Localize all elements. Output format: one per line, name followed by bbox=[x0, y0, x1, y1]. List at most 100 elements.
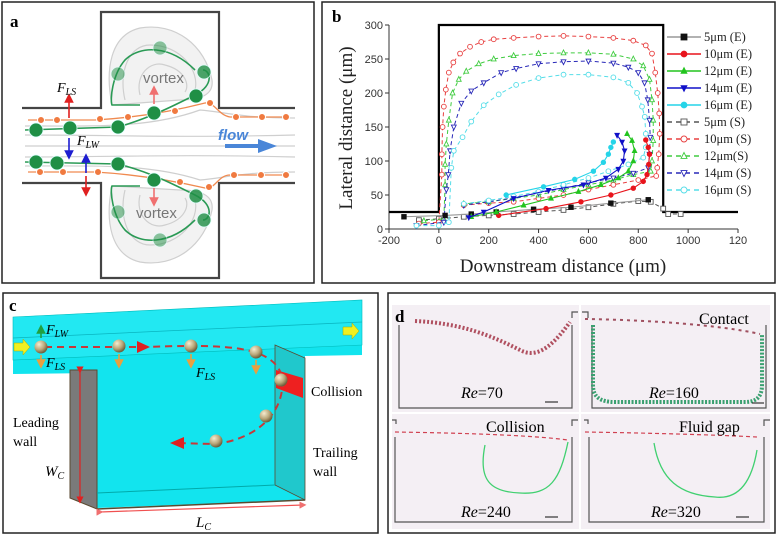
data-point bbox=[648, 95, 656, 103]
flow-arrow-icon bbox=[225, 139, 277, 153]
data-point bbox=[646, 75, 653, 82]
fluid-gap-label: Fluid gap bbox=[679, 419, 740, 436]
data-point bbox=[610, 175, 617, 182]
legend-item: 5μm (S) bbox=[667, 115, 745, 129]
y-axis-label: Lateral distance (μm) bbox=[336, 46, 357, 209]
collision-label-d: Collision bbox=[486, 419, 545, 436]
cavity-floor-edge bbox=[96, 484, 276, 494]
data-point bbox=[665, 211, 672, 217]
data-point bbox=[498, 70, 505, 77]
data-point bbox=[465, 215, 472, 222]
panel-b-frame bbox=[321, 1, 776, 284]
collision-label: Collision bbox=[311, 385, 362, 400]
series-16-m-e- bbox=[503, 139, 617, 198]
data-point bbox=[585, 204, 592, 211]
vortex-top-label: vortex bbox=[143, 70, 184, 87]
legend-label: 12μm (E) bbox=[704, 64, 752, 78]
data-point bbox=[450, 147, 457, 154]
data-point bbox=[401, 214, 407, 220]
data-point bbox=[442, 86, 449, 93]
channel-edge bbox=[12, 321, 363, 339]
panel-b: b -200 0 200 400 600 800 1000 12005010015020025… bbox=[321, 1, 776, 284]
data-point bbox=[468, 88, 475, 95]
chart-legend: 5μm (E) 10μm (E) 12μm (E) 14μm (E) 16μm (E) 5… bbox=[667, 30, 752, 197]
data-point bbox=[545, 187, 552, 194]
data-point bbox=[575, 187, 582, 194]
legend-marker bbox=[680, 118, 688, 126]
data-point bbox=[621, 148, 628, 155]
leading-wall-label-line1: Leading bbox=[13, 416, 59, 431]
data-point bbox=[600, 159, 607, 166]
data-point bbox=[513, 81, 519, 88]
data-point bbox=[652, 69, 659, 76]
data-point bbox=[650, 136, 657, 143]
legend-marker bbox=[680, 170, 688, 178]
series-16-m-s- bbox=[413, 71, 649, 229]
data-point bbox=[436, 222, 442, 229]
legend-item: 14μm (S) bbox=[667, 166, 751, 180]
data-point bbox=[478, 39, 485, 45]
data-point bbox=[610, 60, 617, 67]
data-point bbox=[490, 55, 497, 62]
panel-a-label: a bbox=[10, 12, 19, 31]
series-line bbox=[418, 35, 661, 225]
data-point bbox=[560, 48, 567, 56]
data-point bbox=[460, 213, 467, 220]
data-point bbox=[640, 61, 647, 69]
series-10-m-e- bbox=[495, 137, 653, 219]
data-point bbox=[441, 180, 449, 188]
data-point bbox=[650, 116, 657, 123]
contact-label: Contact bbox=[699, 311, 749, 328]
data-point bbox=[656, 110, 663, 117]
panel-a: a bbox=[1, 1, 315, 284]
legend-label: 16μm (E) bbox=[704, 98, 752, 112]
data-point bbox=[654, 90, 661, 96]
data-point bbox=[648, 157, 656, 164]
data-point bbox=[635, 70, 642, 77]
data-point bbox=[493, 208, 500, 215]
small-particles bbox=[36, 99, 290, 191]
data-point bbox=[590, 168, 597, 174]
data-point bbox=[644, 171, 650, 178]
series-line bbox=[423, 52, 654, 222]
x-tick-label: 800 bbox=[629, 235, 647, 247]
series-12-m-e- bbox=[468, 130, 638, 220]
data-point bbox=[413, 222, 420, 229]
legend-item: 16μm (S) bbox=[667, 183, 751, 197]
legend-label: 14μm (E) bbox=[704, 81, 752, 95]
data-point bbox=[610, 50, 617, 57]
data-point bbox=[443, 140, 450, 147]
data-point bbox=[442, 212, 448, 219]
data-point bbox=[548, 194, 554, 201]
force-fls-label: FLS bbox=[56, 81, 76, 98]
data-point bbox=[463, 67, 470, 74]
y-tick-label: 150 bbox=[365, 122, 383, 134]
legend-item: 14μm (E) bbox=[667, 81, 752, 95]
data-point bbox=[605, 168, 612, 175]
legend-item: 5μm (E) bbox=[667, 30, 746, 44]
data-point bbox=[445, 219, 452, 226]
data-point bbox=[647, 167, 654, 174]
x-axis-label: Downstream distance (μm) bbox=[460, 256, 666, 277]
data-point bbox=[459, 134, 466, 141]
data-point bbox=[641, 80, 648, 87]
data-point bbox=[625, 64, 632, 72]
legend-label: 5μm (E) bbox=[704, 30, 746, 44]
y-tick-label: 250 bbox=[365, 54, 383, 66]
data-point bbox=[585, 58, 592, 65]
data-point bbox=[631, 147, 638, 154]
data-point bbox=[535, 61, 542, 68]
chart-axes: -200 0 200 400 600 800 1000 1200501001502002503… bbox=[365, 20, 748, 247]
data-point bbox=[643, 137, 649, 143]
flow-in-arrow-icon bbox=[13, 338, 31, 356]
data-point bbox=[625, 161, 632, 168]
data-point bbox=[530, 206, 537, 212]
micrograph-re70 bbox=[392, 305, 579, 412]
data-point bbox=[460, 200, 467, 207]
data-point bbox=[585, 175, 592, 181]
data-point bbox=[448, 164, 455, 171]
data-point bbox=[630, 37, 637, 44]
data-point bbox=[520, 201, 527, 208]
data-point bbox=[543, 205, 549, 212]
channel-walls bbox=[22, 10, 295, 280]
